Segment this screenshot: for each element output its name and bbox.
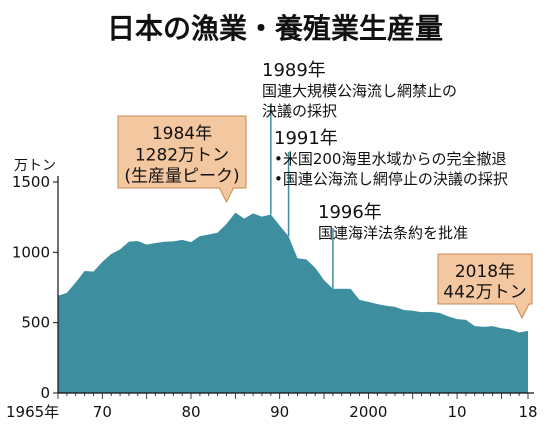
annotation-year: 1989年	[262, 60, 326, 81]
y-tick-label: 1000	[12, 243, 50, 261]
annotation-text: •国連公海流し網停止の決議の採択	[274, 170, 508, 188]
x-tick-label: 10	[448, 403, 467, 421]
annotation-text: 国連海洋法条約を批准	[318, 224, 468, 242]
x-tick-label: 2000	[349, 403, 387, 421]
y-axis-unit: 万トン	[14, 158, 56, 174]
annotation-text: 国連大規模公海流し網禁止の	[262, 82, 457, 100]
x-tick-label: 70	[93, 403, 112, 421]
callout-text: 1984年	[152, 124, 212, 144]
callout-text: 2018年	[455, 262, 515, 282]
callout-box	[117, 115, 247, 204]
y-tick-label: 1500	[12, 173, 50, 191]
annotation-year: 1996年	[318, 202, 382, 223]
y-tick-label: 500	[21, 314, 50, 332]
x-tick-label: 18	[518, 403, 537, 421]
annotation-text: 決議の採択	[262, 102, 337, 120]
callout-text: (生産量ピーク)	[124, 167, 239, 187]
callout-box	[437, 253, 533, 320]
tick-labels: 0 500 1000 1500 1965年 70 80 90 2000 10 18	[6, 173, 538, 421]
y-tick-label: 0	[40, 384, 50, 402]
x-tick-label: 80	[181, 403, 200, 421]
annotation-marker-lines	[270, 104, 334, 289]
annotation-year: 1991年	[274, 128, 338, 149]
production-area	[58, 212, 528, 393]
chart-title: 日本の漁業・養殖業生産量	[107, 12, 443, 45]
callout-text: 1282万トン	[135, 145, 229, 165]
axes	[57, 176, 534, 394]
x-tick-label: 90	[270, 403, 289, 421]
x-tick-label: 1965年	[6, 403, 59, 421]
annotation-text: •米国200海里水域からの完全撤退	[274, 150, 506, 168]
area-layer	[58, 212, 528, 393]
callout-text: 442万トン	[443, 283, 526, 303]
